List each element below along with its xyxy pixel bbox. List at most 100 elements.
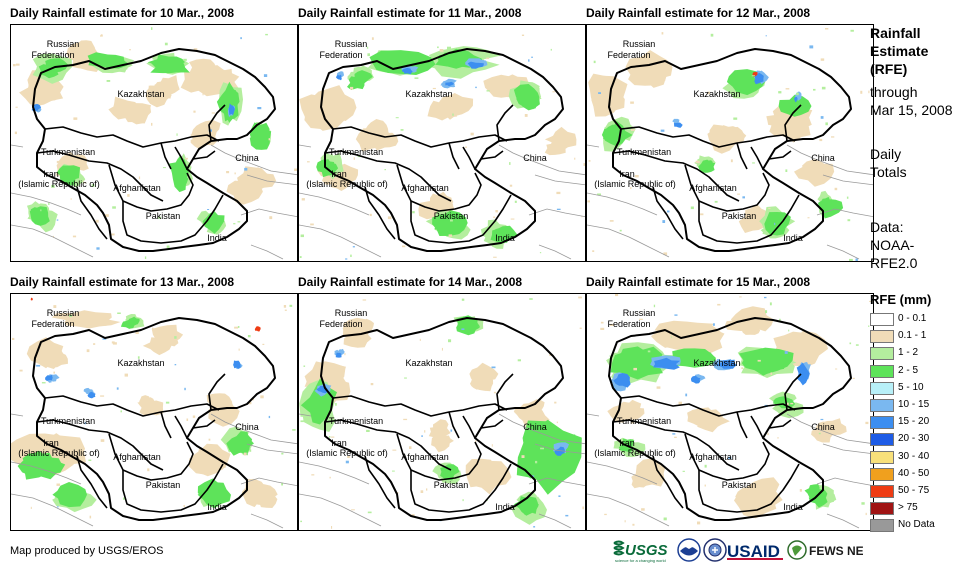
rain-speckle: [633, 367, 637, 371]
rain-speckle: [868, 325, 870, 327]
rain-blob-light: [734, 483, 777, 519]
neighbor-border: [299, 413, 312, 417]
neighbor-border: [538, 244, 572, 260]
country-label-turkmenistan: Turkmenistan: [41, 416, 95, 426]
rain-speckle: [579, 327, 582, 329]
country-border: [750, 146, 764, 170]
rain-speckle: [192, 415, 196, 418]
rain-speckle: [624, 520, 626, 523]
rain-blob-light: [666, 325, 725, 353]
rain-speckle: [495, 210, 498, 213]
rain-speckle: [539, 252, 542, 254]
rain-blob-very-heavy: [754, 72, 764, 85]
rain-speckle: [741, 367, 743, 369]
rain-speckle: [462, 499, 464, 502]
country-label-afghanistan: Afghanistan: [689, 183, 737, 193]
rain-speckle: [163, 167, 166, 169]
rain-speckle: [138, 176, 141, 180]
rain-speckle: [57, 506, 59, 508]
rain-speckle: [124, 373, 128, 377]
daily-totals: Daily Totals: [870, 145, 907, 181]
rain-speckle: [238, 89, 242, 91]
fews-net-logo: FEWS NET: [787, 538, 872, 567]
rain-speckle: [105, 214, 109, 217]
country-label-russia-1: Russian: [335, 308, 368, 318]
rain-speckle: [819, 138, 823, 142]
legend-label: 15 - 20: [898, 416, 930, 428]
neighbor-border: [528, 208, 585, 218]
rain-speckle: [414, 77, 419, 79]
rain-speckle: [498, 474, 501, 477]
rain-speckle: [779, 318, 781, 322]
rain-blob-medium: [29, 206, 50, 226]
rain-speckle: [656, 386, 661, 389]
rain-speckle: [193, 110, 196, 113]
country-border: [108, 433, 194, 481]
country-border: [448, 142, 460, 170]
rain-speckle: [350, 254, 352, 257]
country-borders: [612, 104, 802, 244]
rain-speckle: [493, 256, 497, 258]
rain-speckle: [475, 440, 477, 443]
rain-speckle: [82, 180, 84, 182]
rain-speckle: [521, 34, 525, 36]
country-label-kazakhstan: Kazakhstan: [405, 89, 452, 99]
rain-blob-very-heavy: [691, 375, 701, 384]
rain-speckle: [53, 305, 57, 308]
rain-speckle: [299, 256, 302, 258]
rain-speckle: [387, 216, 392, 220]
country-border: [324, 419, 452, 471]
rain-blob-medium: [52, 482, 87, 508]
panel-title-2: Daily Rainfall estimate for 11 Mar., 200…: [298, 6, 522, 20]
rain-speckle: [860, 90, 863, 94]
rain-speckle: [739, 296, 742, 298]
rain-speckle: [56, 483, 60, 486]
rain-speckle: [174, 336, 177, 339]
heading-line-1: Rainfall: [870, 25, 921, 41]
rain-speckle: [535, 460, 538, 464]
legend-swatch: [870, 416, 894, 430]
rain-speckle: [820, 58, 825, 61]
country-label-kazakhstan: Kazakhstan: [405, 358, 452, 368]
rain-speckle: [767, 432, 769, 436]
country-border: [496, 373, 514, 411]
neighbor-borders: [11, 144, 297, 260]
rain-speckle: [86, 349, 90, 353]
rain-speckle: [249, 449, 252, 452]
rain-speckle: [820, 418, 824, 421]
country-border: [76, 455, 108, 509]
rain-speckle: [30, 506, 32, 509]
country-label-turkmenistan: Turkmenistan: [329, 416, 383, 426]
rain-speckle: [741, 94, 744, 98]
rain-speckle: [865, 421, 869, 425]
rain-speckle: [111, 233, 115, 236]
rain-speckle: [347, 456, 350, 458]
neighbor-border: [534, 174, 585, 186]
rain-speckle: [450, 429, 453, 432]
rain-speckle: [450, 219, 453, 222]
rain-speckle: [367, 511, 372, 514]
rain-speckle: [147, 468, 150, 472]
country-border: [44, 126, 220, 148]
rain-speckle: [352, 246, 355, 248]
country-label-pakistan: Pakistan: [722, 211, 757, 221]
panel-title-1: Daily Rainfall estimate for 10 Mar., 200…: [10, 6, 235, 20]
rain-blob-light: [591, 82, 625, 117]
rain-blob-very-heavy: [336, 74, 342, 81]
country-label-india: India: [495, 233, 515, 243]
country-label-afghanistan: Afghanistan: [113, 452, 161, 462]
rain-speckle: [95, 219, 99, 223]
rain-blob-light: [471, 460, 512, 495]
country-label-russia-1: Russian: [335, 39, 368, 49]
rain-speckle: [821, 86, 826, 90]
rain-blob-light: [151, 324, 184, 347]
rain-speckle: [796, 92, 799, 96]
country-label-iran-2: (Islamic Republic of): [306, 179, 388, 189]
rain-blob-very-heavy: [401, 67, 413, 75]
rain-speckle: [281, 482, 283, 486]
rain-speckle: [183, 505, 185, 507]
neighbor-border: [240, 208, 297, 218]
rain-speckle: [855, 258, 858, 261]
